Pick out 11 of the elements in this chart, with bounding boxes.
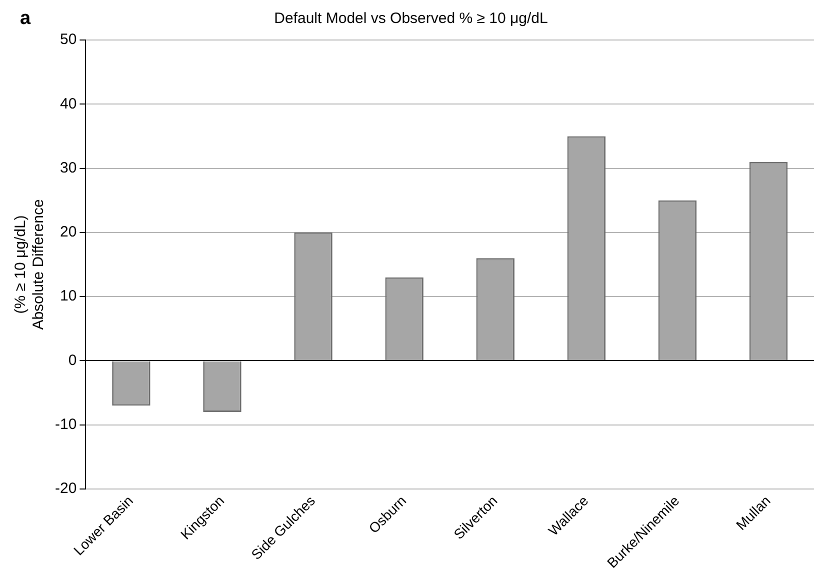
y-tick-label: 50 <box>60 31 77 48</box>
chart-title: Default Model vs Observed % ≥ 10 μg/dL <box>274 10 548 28</box>
y-tick-label: 0 <box>68 352 77 369</box>
y-tick-label: -20 <box>54 480 77 498</box>
y-tick-label: 10 <box>60 288 77 305</box>
y-axis-title: (% ≥ 10 μg/dL) Absolute Difference <box>12 199 48 330</box>
y-tick-label: 20 <box>60 224 77 241</box>
y-tick-label: 30 <box>60 159 77 176</box>
y-tick-label: -10 <box>54 416 77 433</box>
y-tick-label: 40 <box>60 95 77 112</box>
text: a <box>20 8 31 30</box>
